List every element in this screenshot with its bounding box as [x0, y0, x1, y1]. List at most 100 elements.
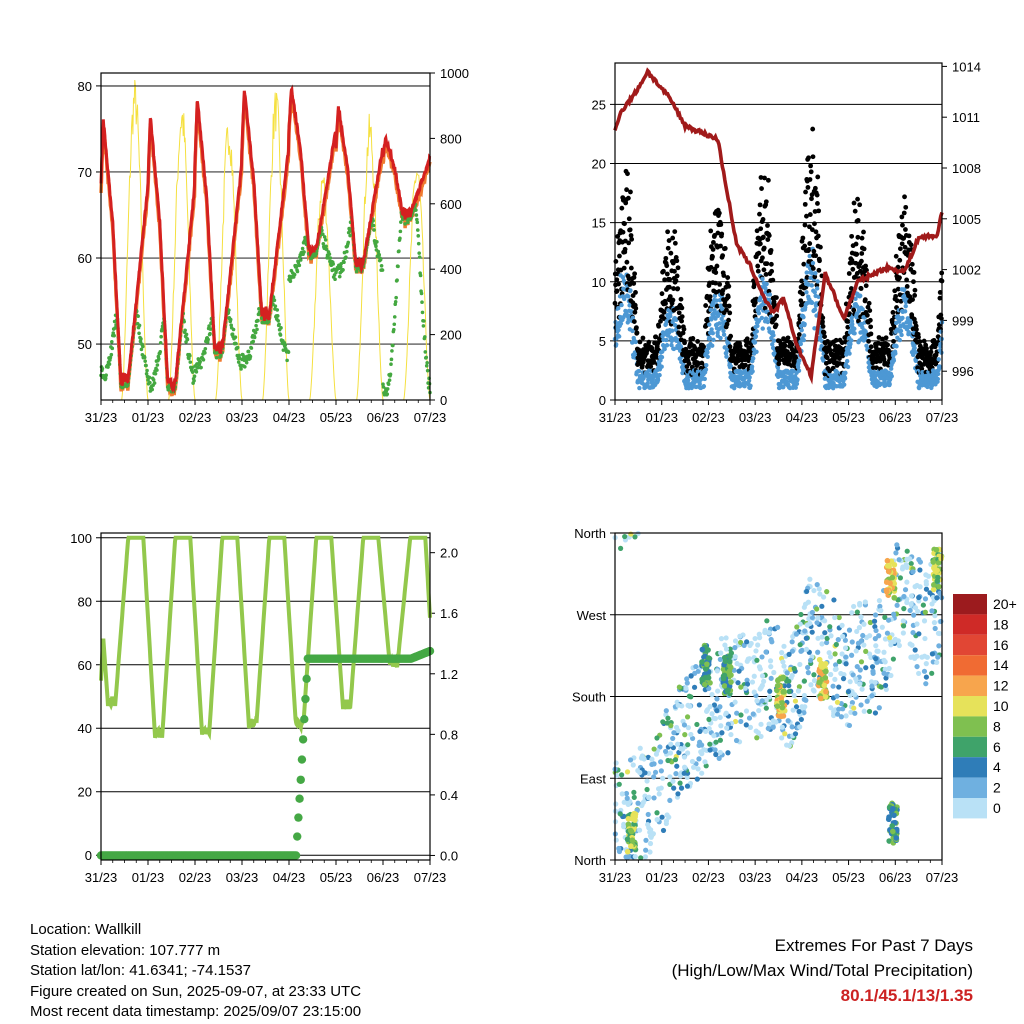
x-tick-label: 03/23	[226, 870, 259, 885]
direction-point	[734, 710, 740, 716]
gust-point	[937, 295, 943, 301]
direction-point	[896, 557, 902, 563]
direction-point	[923, 579, 929, 585]
direction-point	[872, 636, 878, 642]
gust-point	[619, 205, 625, 211]
gust-point	[863, 263, 869, 269]
wind-point	[894, 344, 899, 349]
direction-point	[618, 545, 624, 551]
pressure-series	[613, 67, 944, 385]
direction-point	[797, 661, 803, 668]
wind-point	[891, 358, 897, 363]
direction-point	[658, 768, 664, 774]
wind-point	[900, 315, 905, 321]
direction-point	[662, 748, 669, 755]
direction-point	[716, 755, 722, 761]
direction-point	[651, 761, 657, 767]
dewpoint-point	[139, 337, 143, 341]
direction-point	[819, 641, 825, 647]
direction-point	[869, 664, 876, 670]
y2-tick-label: 0.8	[440, 727, 458, 742]
dewpoint-point	[104, 373, 108, 378]
direction-point	[678, 785, 685, 791]
direction-point	[834, 711, 841, 717]
direction-point	[910, 569, 916, 575]
direction-point	[775, 624, 781, 631]
gust-point	[891, 338, 896, 344]
plot-frame	[100, 72, 431, 401]
gust-point	[809, 196, 814, 202]
gust-point	[686, 361, 692, 366]
direction-point	[632, 853, 638, 860]
wind-point	[809, 300, 815, 306]
direction-point	[782, 731, 788, 737]
gust-point	[714, 263, 720, 269]
winds-panel: 31/23 01/23 02/23 03/23 04/23 05/23 06/23 07/23…	[592, 59, 981, 425]
gust-point	[796, 332, 802, 337]
direction-point	[921, 668, 928, 674]
direction-point	[613, 760, 619, 766]
gust-point	[622, 246, 628, 252]
direction-point	[815, 649, 821, 655]
dewpoint-point	[208, 327, 213, 331]
x-tick-label: 07/23	[926, 410, 959, 425]
wind-point	[798, 341, 803, 347]
wind-point	[711, 337, 716, 342]
wind-point	[758, 295, 763, 300]
gust-point	[804, 213, 809, 219]
gust-point	[757, 211, 762, 217]
gust-point	[902, 194, 907, 200]
direction-point	[616, 781, 622, 787]
direction-point	[856, 625, 863, 631]
direction-point	[832, 676, 838, 682]
gust-point	[799, 278, 805, 284]
direction-point	[935, 559, 942, 566]
gust-point	[913, 323, 919, 329]
direction-point	[704, 707, 711, 713]
gust-point	[637, 339, 643, 345]
gust-point	[721, 273, 727, 278]
dewpoint-point	[392, 315, 397, 319]
gust-point	[726, 283, 732, 289]
gust-point	[672, 268, 677, 274]
direction-point	[824, 639, 830, 646]
wind-point	[754, 349, 759, 354]
direction-point	[744, 681, 751, 687]
direction-point	[696, 702, 702, 708]
direction-point	[660, 827, 667, 834]
direction-point	[652, 769, 659, 775]
direction-point	[736, 668, 742, 674]
direction-point	[699, 770, 705, 776]
gust-point	[664, 271, 670, 277]
direction-point	[922, 635, 928, 642]
y2-tick-label: 0.0	[440, 848, 458, 863]
dewpoint-point	[345, 249, 349, 254]
dewpoint-point	[415, 228, 420, 232]
legend-label: 18	[993, 616, 1009, 632]
direction-point	[709, 711, 715, 717]
gust-point	[852, 208, 858, 214]
direction-point	[638, 755, 645, 761]
direction-point	[665, 757, 671, 764]
direction-point	[667, 774, 673, 780]
gust-point	[718, 243, 723, 249]
direction-point	[789, 724, 795, 730]
gust-point	[718, 222, 724, 227]
dewpoint-point	[158, 349, 163, 354]
direction-point	[925, 573, 932, 579]
direction-point	[872, 679, 878, 686]
direction-point	[718, 636, 725, 642]
extremes-values: 80.1/45.1/13/1.35	[840, 986, 973, 1005]
direction-point	[698, 749, 704, 755]
direction-point	[630, 762, 636, 768]
direction-point	[759, 682, 765, 689]
y-tick-label: 60	[78, 251, 92, 266]
gust-point	[617, 253, 622, 259]
direction-point	[931, 620, 938, 626]
y2-tick-label: 600	[440, 197, 462, 212]
direction-point	[938, 555, 944, 562]
direction-point	[802, 628, 808, 634]
wind-point	[847, 351, 852, 356]
direction-point	[789, 639, 795, 645]
y2-tick-label: 999	[952, 313, 974, 328]
